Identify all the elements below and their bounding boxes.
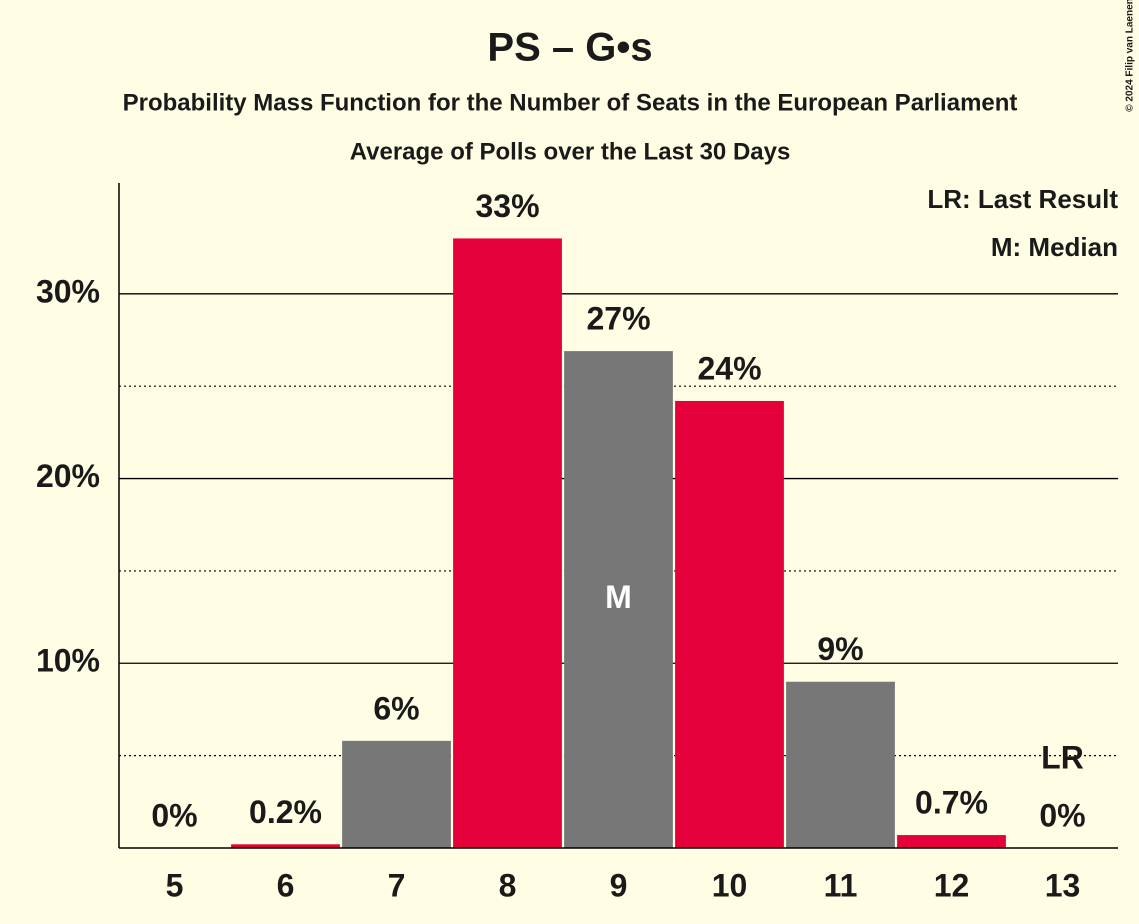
bar bbox=[231, 844, 340, 848]
legend-entry: M: Median bbox=[991, 232, 1118, 262]
y-tick-label: 20% bbox=[36, 458, 100, 494]
chart-subtitle: Probability Mass Function for the Number… bbox=[123, 89, 1018, 116]
credit: © 2024 Filip van Laenen bbox=[1125, 0, 1136, 112]
value-label: 0.2% bbox=[249, 794, 322, 830]
x-tick-label: 10 bbox=[712, 867, 748, 903]
x-tick-label: 9 bbox=[610, 867, 628, 903]
bar bbox=[786, 681, 895, 848]
value-label: 27% bbox=[586, 301, 650, 337]
value-label: 0% bbox=[151, 797, 197, 833]
marker-label: LR bbox=[1041, 739, 1084, 775]
x-tick-label: 13 bbox=[1045, 867, 1081, 903]
bar bbox=[342, 740, 451, 848]
x-tick-label: 8 bbox=[499, 867, 517, 903]
y-tick-label: 10% bbox=[36, 643, 100, 679]
x-tick-label: 7 bbox=[388, 867, 406, 903]
bar bbox=[675, 400, 784, 848]
chart-subtitle: Average of Polls over the Last 30 Days bbox=[350, 138, 791, 165]
value-label: 33% bbox=[475, 188, 539, 224]
x-tick-label: 11 bbox=[824, 867, 858, 903]
x-tick-label: 6 bbox=[277, 867, 295, 903]
value-label: 0.7% bbox=[915, 785, 988, 821]
bar bbox=[453, 238, 562, 848]
x-tick-label: 5 bbox=[166, 867, 184, 903]
value-label: 0% bbox=[1039, 797, 1085, 833]
legend-entry: LR: Last Result bbox=[927, 184, 1118, 214]
y-tick-label: 30% bbox=[36, 273, 100, 309]
chart-title: PS – G•s bbox=[487, 26, 652, 70]
marker-label: M bbox=[605, 579, 632, 615]
value-label: 24% bbox=[697, 350, 761, 386]
bar bbox=[564, 351, 673, 848]
value-label: 9% bbox=[817, 631, 863, 667]
value-label: 6% bbox=[373, 690, 419, 726]
x-tick-label: 12 bbox=[934, 867, 970, 903]
bar bbox=[897, 835, 1006, 848]
